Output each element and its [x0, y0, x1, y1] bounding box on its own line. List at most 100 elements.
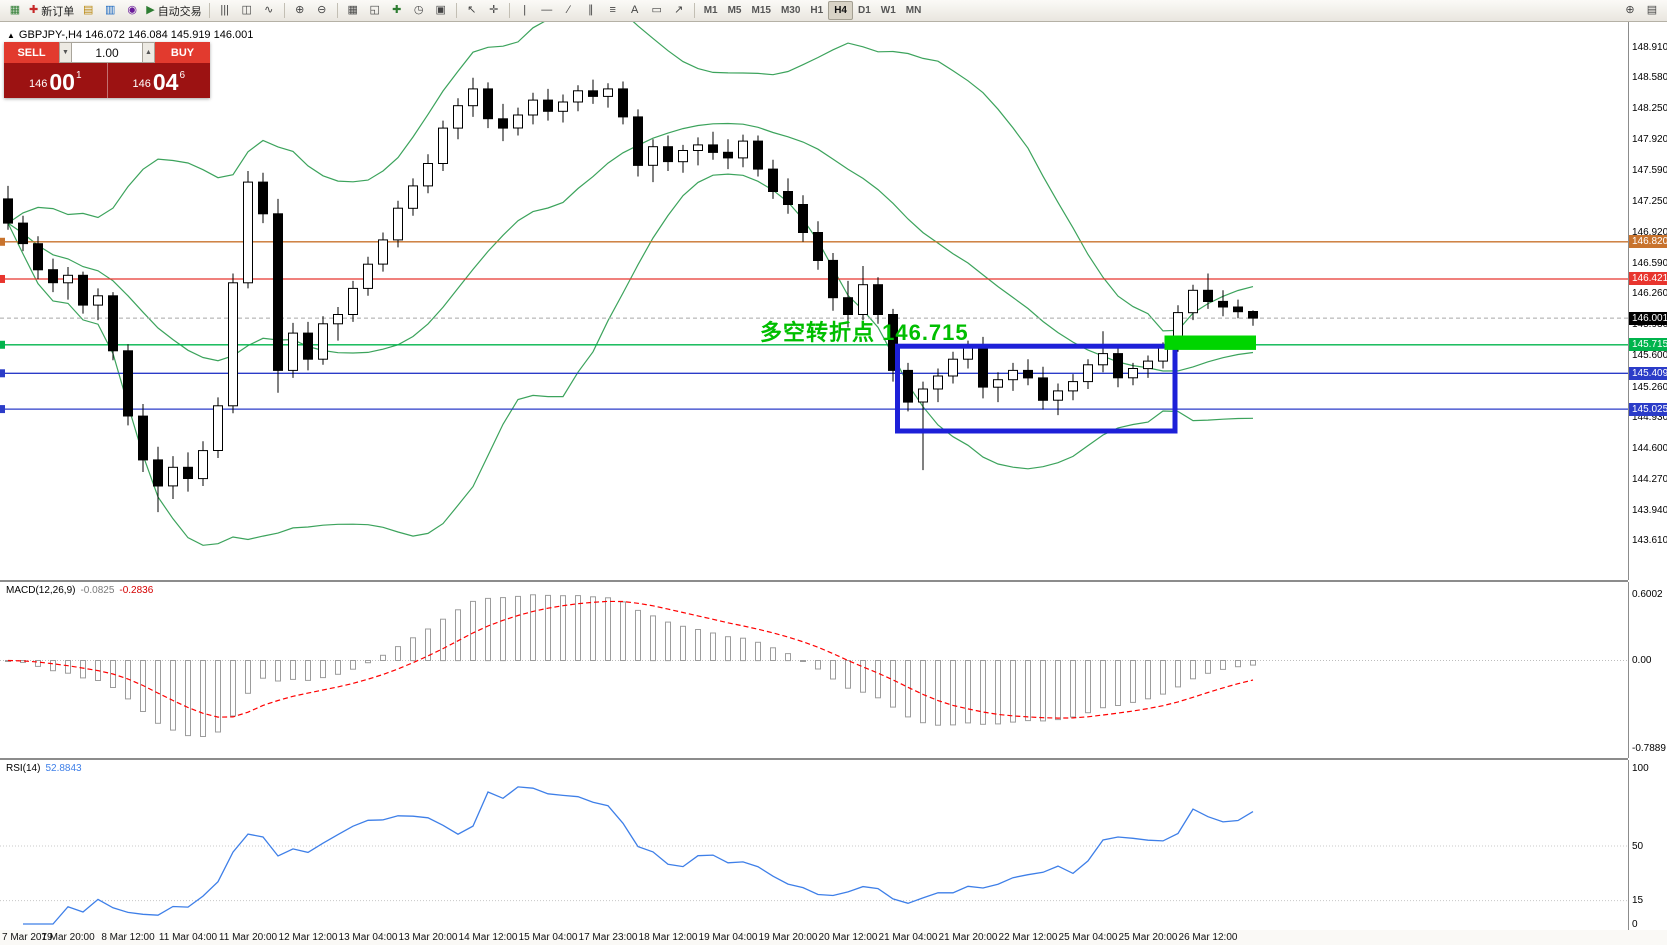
volume-down-button[interactable]: ▼	[59, 42, 72, 63]
consolidation-box[interactable]	[895, 343, 1178, 434]
alerts-icon[interactable]: ◉	[121, 2, 143, 20]
candle-bear	[978, 347, 988, 388]
timeframe-h1-button[interactable]: H1	[810, 5, 824, 16]
macd-histogram-bar	[35, 660, 41, 667]
candle-bear	[1218, 300, 1228, 308]
zoom-in-icon[interactable]: ⊕	[289, 2, 311, 20]
timeframe-mn-button[interactable]: MN	[905, 5, 922, 16]
timeframe-m30-button[interactable]: M30	[780, 5, 801, 16]
candle-bear	[798, 204, 808, 233]
macd-histogram-bar	[275, 660, 281, 682]
macd-histogram-bar	[710, 632, 716, 661]
macd-histogram-bar	[530, 594, 536, 661]
candle-bull	[858, 284, 868, 316]
timeframe-m15-button[interactable]: M15	[751, 5, 771, 16]
time-label: 19 Mar 20:00	[758, 932, 818, 943]
cursor-icon[interactable]: ↖	[461, 2, 483, 20]
macd-histogram-bar	[455, 609, 461, 662]
buy-button[interactable]: BUY	[155, 42, 210, 63]
candle-bear	[708, 144, 718, 153]
templates-icon[interactable]: ▣	[430, 2, 452, 20]
macd-histogram-bar	[1250, 660, 1256, 666]
bar-chart-icon[interactable]: |||	[214, 2, 236, 20]
horizontal-line-icon[interactable]: —	[536, 2, 558, 20]
macd-histogram-bar	[170, 660, 176, 731]
price-tick: 145.260	[1632, 381, 1667, 393]
candle-bull	[1188, 289, 1198, 314]
charts-icon[interactable]: ▤	[77, 2, 99, 20]
candle-bull	[528, 99, 538, 116]
timeframe-m5-button[interactable]: M5	[727, 5, 742, 16]
macd-histogram-bar	[875, 660, 881, 699]
trendline-icon[interactable]: ∕	[558, 2, 580, 20]
price-tick: 146.590	[1632, 257, 1667, 269]
time-label: 26 Mar 12:00	[1178, 932, 1238, 943]
channel-icon-glyph: ∥	[587, 4, 594, 16]
macd-histogram-bar	[1025, 660, 1031, 722]
macd-histogram-bar	[665, 621, 671, 662]
autotrading-button[interactable]: ▶ 自动交易	[143, 2, 204, 20]
price-tick: 147.920	[1632, 133, 1667, 145]
terminal-icon[interactable]: ▦	[4, 2, 26, 20]
grid-icon[interactable]: ▦	[342, 2, 364, 20]
candle-bull	[558, 101, 568, 112]
candle-bear	[618, 88, 628, 118]
new-order-button[interactable]: ✚ 新订单	[26, 2, 77, 20]
bollinger-lower-band	[7, 173, 1254, 546]
line-chart-icon[interactable]: ∿	[258, 2, 280, 20]
candle-bull	[93, 295, 103, 306]
fibonacci-icon[interactable]: ≡	[602, 2, 624, 20]
horizontal-line-icon-glyph: —	[541, 4, 553, 16]
volume-input[interactable]: 1.00	[72, 42, 142, 63]
vertical-line-icon[interactable]: |	[514, 2, 536, 20]
zoom-out-icon[interactable]: ⊖	[311, 2, 333, 20]
text-label-icon[interactable]: ▭	[646, 2, 668, 20]
time-axis: 7 Mar 2019 7 Mar 20:00 8 Mar 12:00 11 Mar 0…	[0, 930, 1667, 945]
timeframe-m1-button[interactable]: M1	[703, 5, 718, 16]
time-label: 25 Mar 04:00	[1058, 932, 1118, 943]
timeframe-w1-button[interactable]: W1	[880, 5, 896, 16]
macd-histogram-bar	[380, 654, 386, 662]
text-icon[interactable]: A	[624, 2, 646, 20]
profiles-icon[interactable]: ▥	[99, 2, 121, 20]
cursor-icon-glyph: ↖	[467, 4, 477, 16]
macd-histogram-bar	[320, 660, 326, 679]
current-price-label: 146.001	[1629, 311, 1667, 325]
messages-icon[interactable]: ▤	[1641, 2, 1663, 20]
price-tick: 147.250	[1632, 196, 1667, 208]
macd-histogram-bar	[635, 609, 641, 661]
collapse-triangle-icon[interactable]: ▲	[7, 31, 15, 40]
candle-bull	[243, 181, 253, 284]
search-icon[interactable]: ⊕	[1619, 2, 1641, 20]
timeframe-h4-button[interactable]: H4	[828, 1, 853, 20]
pivot-highlight-bar[interactable]	[1164, 335, 1257, 350]
pivot-annotation-text[interactable]: 多空转折点 146.715	[760, 320, 969, 345]
tile-windows-icon[interactable]: ◱	[364, 2, 386, 20]
candle-bear	[873, 284, 883, 316]
sell-button[interactable]: SELL	[4, 42, 59, 63]
main-chart-svg	[0, 22, 1628, 546]
candlestick-chart-icon[interactable]: ◫	[236, 2, 258, 20]
macd-histogram-bar	[755, 641, 761, 662]
timeframe-d1-button[interactable]: D1	[858, 5, 871, 16]
candle-bull	[1068, 381, 1078, 392]
macd-histogram-bar	[80, 660, 86, 679]
candle-bear	[1038, 377, 1048, 401]
indicators-icon[interactable]: ✚	[386, 2, 408, 20]
candle-bear	[813, 232, 823, 261]
volume-up-button[interactable]: ▲	[142, 42, 155, 63]
bid-price[interactable]: 146 00 1	[4, 63, 108, 98]
ask-price[interactable]: 146 04 6	[108, 63, 211, 98]
line-chart-icon-glyph: ∿	[264, 4, 274, 16]
candle-bull	[963, 347, 973, 360]
arrows-icon[interactable]: ↗	[668, 2, 690, 20]
crosshair-icon[interactable]: ✛	[483, 2, 505, 20]
toolbar-separator	[208, 3, 210, 18]
periods-icon[interactable]: ◷	[408, 2, 430, 20]
channel-icon[interactable]: ∥	[580, 2, 602, 20]
price-label-145.025: 145.025	[1629, 402, 1667, 416]
candlestick-chart-icon-glyph: ◫	[241, 4, 252, 16]
candle-bull	[198, 450, 208, 480]
time-label: 11 Mar 04:00	[158, 932, 218, 943]
candle-bull	[1083, 364, 1093, 383]
